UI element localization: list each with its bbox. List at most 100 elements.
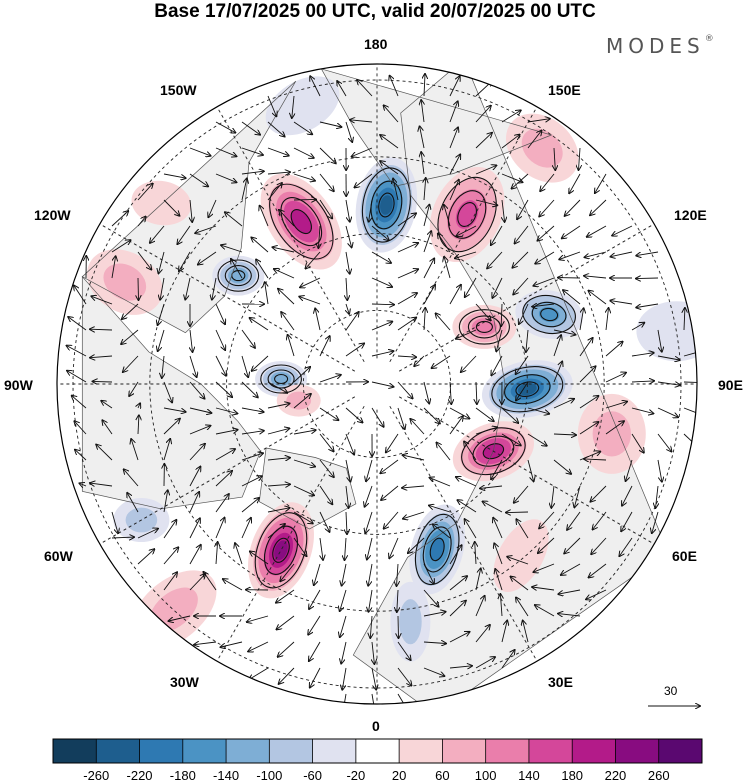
anomaly-cell xyxy=(429,166,505,263)
wind-vector xyxy=(137,529,158,539)
wind-vector xyxy=(190,329,193,352)
wind-vector xyxy=(341,693,347,704)
wind-vector xyxy=(475,199,497,205)
anomaly-cell xyxy=(276,384,321,417)
wind-vector xyxy=(506,512,529,513)
wind-vector xyxy=(91,296,113,305)
wind-vector xyxy=(475,569,481,591)
wind-vector xyxy=(535,605,555,617)
contour-line xyxy=(515,381,540,398)
anomaly-shade xyxy=(103,263,147,301)
wind-vector xyxy=(345,251,350,274)
wind-vector xyxy=(346,511,347,534)
wind-vector xyxy=(267,95,276,116)
wind-vector xyxy=(410,419,425,435)
wind-vector xyxy=(101,401,113,409)
wind-vector xyxy=(352,147,373,157)
wind-vector xyxy=(346,485,349,508)
wind-vector xyxy=(559,251,581,259)
wind-vector xyxy=(380,459,399,473)
wind-vector xyxy=(198,251,217,265)
wind-vector xyxy=(223,579,243,591)
colorbar-tick-label: -60 xyxy=(303,768,322,783)
wind-vector xyxy=(371,693,377,704)
lon-label-30w: 30W xyxy=(170,674,199,690)
wind-vector xyxy=(455,251,477,258)
contour-set xyxy=(522,294,576,335)
lon-label-150w: 150W xyxy=(160,82,197,98)
wind-vector xyxy=(380,161,399,175)
wind-vector xyxy=(241,355,248,377)
colorbar-swatch xyxy=(53,739,97,763)
anomaly-shade xyxy=(265,76,340,136)
wind-vector xyxy=(496,329,503,351)
wind-vector xyxy=(456,477,477,487)
wind-vector xyxy=(314,563,321,585)
wind-vector xyxy=(163,407,186,412)
wind-vector xyxy=(371,277,392,287)
contour-line xyxy=(224,265,252,287)
wind-vector xyxy=(368,563,373,586)
wind-vector xyxy=(345,121,352,142)
wind-vector xyxy=(558,589,581,594)
wind-vector xyxy=(532,304,555,307)
wind-vector xyxy=(337,81,347,97)
wind-vector xyxy=(423,667,444,676)
wind-vector xyxy=(553,335,561,357)
wind-vector xyxy=(533,277,555,286)
wind-vector xyxy=(293,537,307,556)
wind-vector xyxy=(267,508,290,513)
wind-vector xyxy=(189,467,200,487)
colorbar-tick-label: 180 xyxy=(561,768,584,783)
colorbar-frame xyxy=(52,738,703,764)
wind-vector xyxy=(631,407,653,414)
wind-vector xyxy=(456,225,477,236)
wind-vector xyxy=(265,282,269,305)
wind-vector xyxy=(371,351,393,357)
meridian xyxy=(398,223,655,372)
wind-vector xyxy=(177,225,191,244)
wind-vector xyxy=(590,199,607,215)
wind-vector xyxy=(267,404,290,409)
wind-vector xyxy=(579,366,596,383)
contour-set xyxy=(260,364,302,394)
colorbar-swatch xyxy=(485,739,530,763)
anomaly-shade xyxy=(521,128,563,168)
wind-vector xyxy=(449,128,458,149)
wind-vector xyxy=(397,563,399,586)
wind-vector xyxy=(215,518,225,539)
wind-vector xyxy=(437,443,451,461)
wind-vector xyxy=(449,407,469,419)
colorbar-swatch xyxy=(312,739,357,763)
wind-vector xyxy=(215,449,235,461)
wind-vector xyxy=(189,444,205,461)
wind-vector xyxy=(179,251,191,271)
wind-vector xyxy=(398,615,399,638)
wind-vector xyxy=(267,172,290,174)
wind-vector xyxy=(420,126,425,149)
colorbar-swatch xyxy=(572,739,616,763)
contour-line xyxy=(260,364,302,394)
wind-vector xyxy=(163,419,180,435)
wind-vector xyxy=(342,563,347,586)
wind-vector xyxy=(340,589,347,611)
colorbar xyxy=(52,738,703,764)
wind-vector xyxy=(393,179,399,201)
anomaly-cell xyxy=(87,249,163,315)
wind-vector xyxy=(619,537,633,556)
wind-vector xyxy=(534,563,555,572)
contour-line xyxy=(378,192,395,218)
wind-vector xyxy=(208,199,217,217)
wind-vector xyxy=(475,625,490,643)
wind-vector xyxy=(111,511,118,533)
wind-vector xyxy=(102,420,113,435)
wind-vector xyxy=(397,293,417,305)
lon-label-180: 180 xyxy=(364,36,388,52)
wind-vector xyxy=(189,355,197,377)
wind-vector xyxy=(656,485,659,508)
wind-vector xyxy=(501,110,521,123)
land-0 xyxy=(82,276,261,509)
wind-vector xyxy=(631,353,654,357)
wind-vector xyxy=(310,667,321,688)
colorbar-swatch xyxy=(226,739,270,763)
